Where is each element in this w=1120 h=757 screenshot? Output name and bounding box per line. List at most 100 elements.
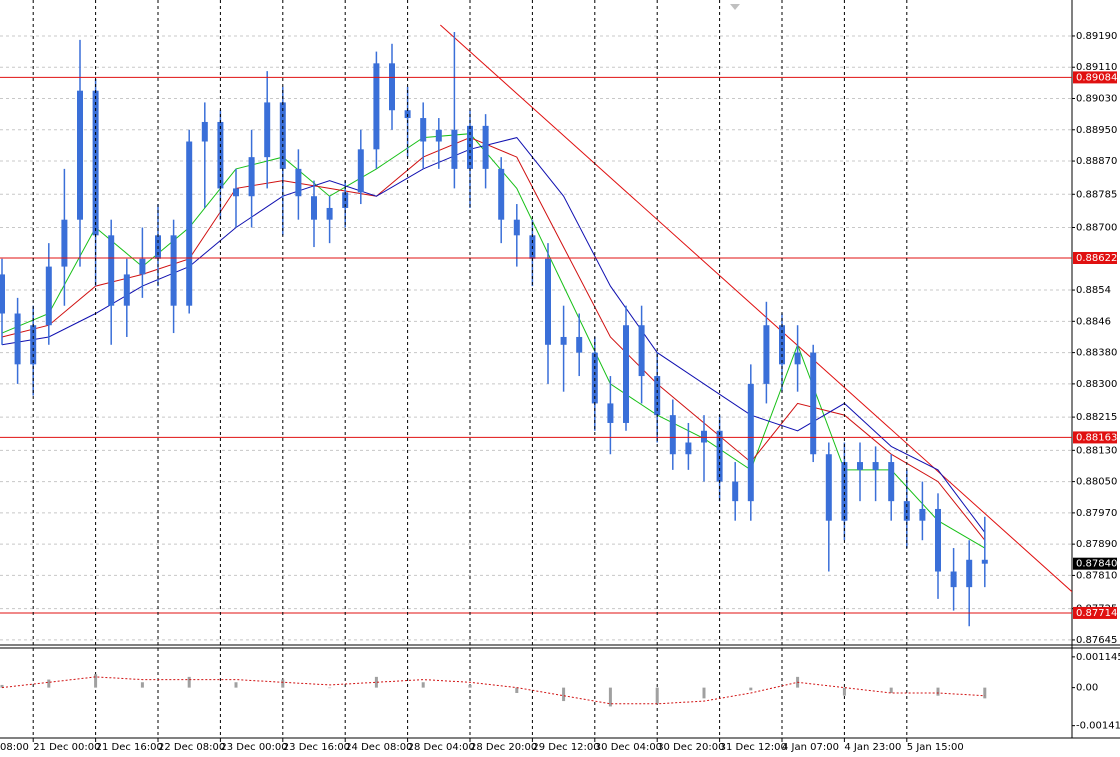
candle-body xyxy=(513,219,520,236)
candle-body xyxy=(747,383,754,502)
oscillator-bar xyxy=(234,682,238,688)
x-tick-label: 30 Dec 04:00 xyxy=(595,742,662,753)
level-label-bg xyxy=(1073,606,1117,619)
y-tick-label: 0.001145 xyxy=(1076,652,1120,663)
candle-body xyxy=(217,121,224,189)
level-label: 0.87714 xyxy=(1076,608,1117,619)
oscillator-bar xyxy=(889,687,893,693)
y-tick-label: -0.001415 xyxy=(1076,721,1120,732)
y-tick-label: 0.87970 xyxy=(1076,508,1117,519)
candle-body xyxy=(451,129,458,169)
x-tick-label: 23 Dec 16:00 xyxy=(283,742,350,753)
candle-body xyxy=(857,462,863,470)
oscillator-bar xyxy=(94,674,98,688)
oscillator-bar xyxy=(374,676,378,688)
candle-body xyxy=(950,571,957,588)
oscillator-bar xyxy=(281,679,285,688)
x-tick-label: 29 Dec 12:00 xyxy=(532,742,599,753)
candle-body xyxy=(248,157,255,197)
moving-average xyxy=(1,133,986,549)
candle-body xyxy=(701,430,707,443)
candle-body xyxy=(763,325,770,384)
candle-body xyxy=(123,274,130,306)
candle-body xyxy=(794,352,801,365)
candle-body xyxy=(201,121,208,142)
oscillator-bar xyxy=(468,684,472,688)
x-tick-label: 4 Jan 23:00 xyxy=(844,742,901,753)
candle-body xyxy=(77,90,83,220)
candle-body xyxy=(888,462,895,502)
candle-body xyxy=(498,168,505,220)
oscillator-area xyxy=(0,674,987,707)
candle-body xyxy=(669,415,676,455)
candle-body xyxy=(357,149,364,193)
candle-body xyxy=(233,188,239,197)
x-tick-label: 31 Dec 12:00 xyxy=(720,742,787,753)
oscillator-bar xyxy=(421,682,425,688)
y-tick-label: 0.87890 xyxy=(1076,539,1117,550)
candle-body xyxy=(966,559,973,588)
candle-body xyxy=(139,258,146,275)
candle-body xyxy=(654,376,661,416)
level-label-bg xyxy=(1073,252,1117,264)
oscillator-bar xyxy=(328,687,332,689)
candle-body xyxy=(170,235,177,306)
x-tick-label: 28 Dec 20:00 xyxy=(470,742,537,753)
x-tick-label: 22 Dec 08:00 xyxy=(158,742,225,753)
candle-body xyxy=(186,141,193,306)
oscillator-bar xyxy=(140,682,144,688)
candle-body xyxy=(435,129,442,142)
y-tick-label: 0.89110 xyxy=(1076,62,1117,73)
candle-body xyxy=(311,196,317,220)
candle-body xyxy=(560,336,567,345)
candle-body xyxy=(545,258,551,345)
candle-body xyxy=(810,352,817,455)
x-tick-label: 30 Dec 20:00 xyxy=(657,742,724,753)
y-tick-label: 0.00 xyxy=(1076,683,1098,694)
y-tick-label: 0.88215 xyxy=(1076,412,1117,423)
candle-body xyxy=(919,508,926,521)
oscillator-bar xyxy=(655,687,659,704)
moving-average xyxy=(1,137,986,533)
level-label: 0.88622 xyxy=(1076,253,1117,264)
oscillator-bar xyxy=(562,687,566,702)
moving-average xyxy=(1,137,986,541)
candle-body xyxy=(732,481,739,502)
oscillator-bar xyxy=(515,687,519,693)
candle-body xyxy=(108,235,115,306)
oscillator-bar xyxy=(608,687,612,707)
oscillator-bar xyxy=(936,687,940,696)
candle-body xyxy=(61,219,68,267)
x-tick-label: 5 Jan 15:00 xyxy=(907,742,964,753)
current-price-bg xyxy=(1073,557,1117,570)
y-tick-label: 0.89190 xyxy=(1076,31,1117,42)
level-label: 0.88163 xyxy=(1076,432,1117,443)
candle-body xyxy=(279,102,286,169)
candle-body xyxy=(841,462,848,521)
candle-body xyxy=(825,454,832,521)
y-tick-label: 0.88870 xyxy=(1076,156,1117,167)
y-tick-label: 0.88785 xyxy=(1076,189,1117,200)
candle-body xyxy=(420,118,427,142)
candle-body xyxy=(389,63,395,111)
oscillator-bar xyxy=(187,676,191,688)
oscillator-bar xyxy=(0,684,4,688)
y-tick-label: 0.88380 xyxy=(1076,348,1117,359)
candle-body xyxy=(482,125,489,169)
candle-body xyxy=(264,102,271,158)
y-tick-label: 0.87810 xyxy=(1076,570,1117,581)
candle-body xyxy=(872,462,879,470)
candle-body xyxy=(295,168,302,197)
y-tick-label: 0.87645 xyxy=(1076,635,1117,646)
x-tick-label: 4 Jan 07:00 xyxy=(782,742,839,753)
oscillator-signal xyxy=(1,676,985,705)
x-tick-label: 21 Dec 00:00 xyxy=(33,742,100,753)
trendline xyxy=(440,24,1072,593)
candle-body xyxy=(935,508,941,572)
oscillator-bar xyxy=(842,687,846,696)
y-tick-label: 0.88300 xyxy=(1076,379,1117,390)
candle-body xyxy=(638,325,645,377)
